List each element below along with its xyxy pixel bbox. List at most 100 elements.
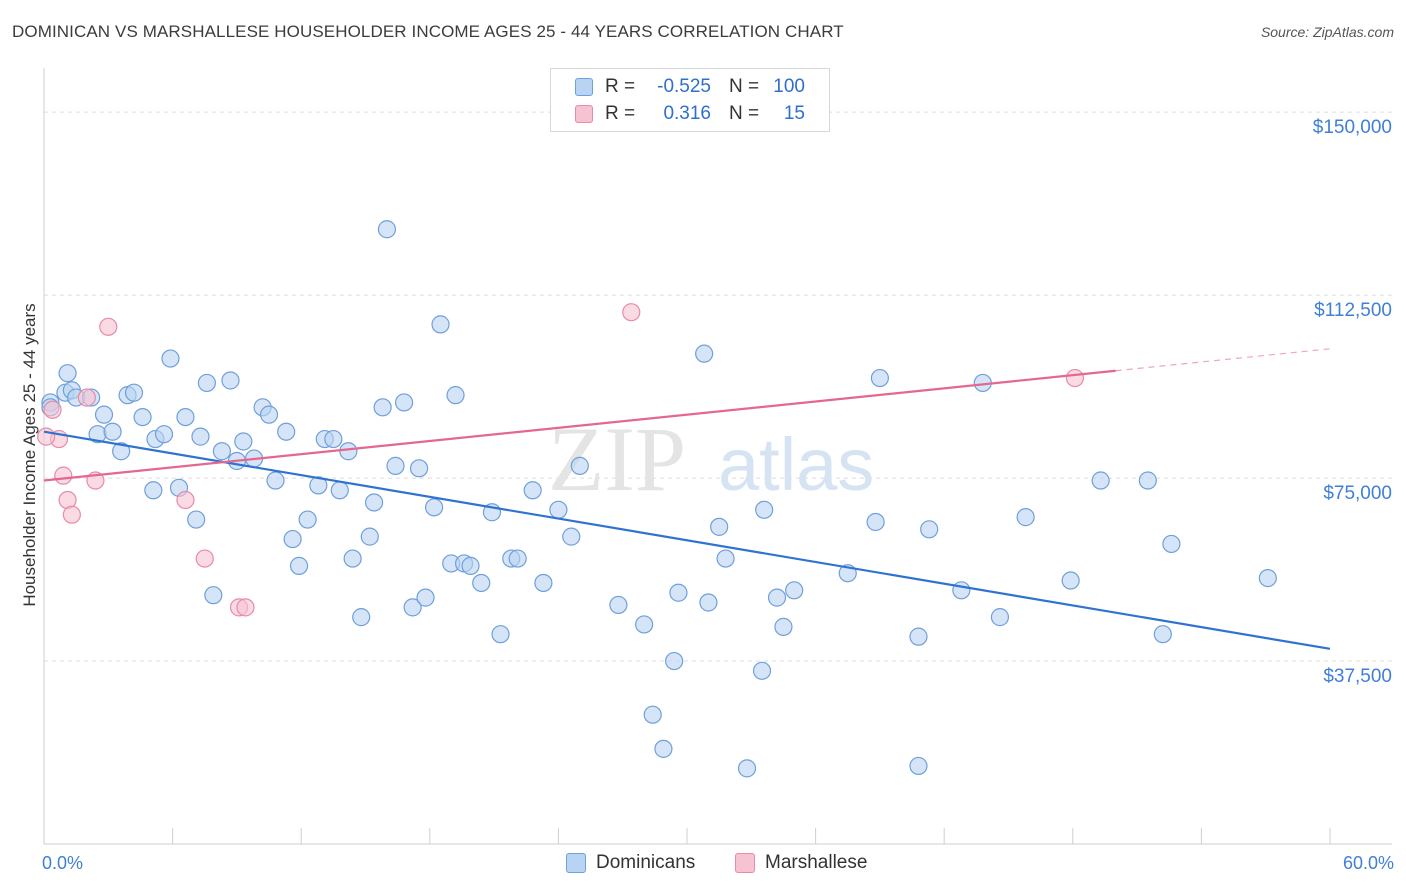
bottom-legend-dominicans: Dominicans <box>566 852 695 874</box>
dominican-point <box>204 586 223 605</box>
dominican-point <box>103 422 122 441</box>
dominican-point <box>1162 534 1181 554</box>
dominican-point <box>112 442 131 461</box>
y-tick-label: $112,500 <box>1314 300 1392 321</box>
dominican-point <box>386 456 405 475</box>
dominican-point <box>144 481 163 500</box>
x-tick-label: 60.0% <box>1343 853 1394 873</box>
legend-swatch-marshallese <box>575 105 593 123</box>
dominican-point <box>212 442 231 461</box>
marshallese-point <box>54 466 73 485</box>
marshallese-point <box>622 303 641 322</box>
dominican-point <box>58 364 77 383</box>
chart-title: DOMINICAN VS MARSHALLESE HOUSEHOLDER INC… <box>12 22 844 41</box>
dominican-point <box>191 427 210 446</box>
y-tick-label: $75,000 <box>1323 483 1392 504</box>
dominican-point <box>1258 568 1277 588</box>
dominican-point <box>176 407 195 427</box>
legend-r-label: R = <box>605 103 636 124</box>
bottom-legend-label-marshallese: Marshallese <box>765 852 868 873</box>
dominican-point <box>161 349 180 368</box>
dominican-point <box>755 500 774 519</box>
dominican-point <box>767 588 787 607</box>
marshallese-point <box>99 317 118 336</box>
dominican-point <box>870 368 890 388</box>
dominican-point <box>289 556 309 575</box>
dominican-point <box>373 398 392 417</box>
marshallese-point <box>236 598 255 617</box>
dominican-point <box>461 556 480 575</box>
dominican-point <box>1016 508 1035 527</box>
watermark: ZIP atlas <box>548 408 874 510</box>
dominican-point <box>234 432 253 451</box>
dominican-point <box>570 456 589 475</box>
legend-n-label: N = <box>729 103 760 124</box>
legend-swatch-dominicans <box>575 78 593 96</box>
dominican-point <box>1153 625 1172 644</box>
legend-r-label: R = <box>605 76 636 97</box>
dominicans-trend-line <box>43 430 1331 650</box>
marshallese-point <box>176 490 195 510</box>
dominican-point <box>523 481 542 500</box>
dominican-point <box>277 422 296 441</box>
dominican-point <box>424 498 444 517</box>
dominican-point <box>1091 471 1110 490</box>
dominican-point <box>562 527 581 546</box>
dominican-point <box>920 520 939 539</box>
dominican-point <box>654 739 673 758</box>
dominican-point <box>737 759 757 778</box>
dominican-point <box>403 598 422 617</box>
dominican-point <box>197 373 216 393</box>
dominican-point <box>343 549 362 568</box>
dominican-point <box>534 573 553 593</box>
dominican-point <box>360 527 379 546</box>
marshallese-point <box>1065 368 1085 388</box>
dominican-point <box>352 608 371 627</box>
dominican-point <box>752 661 772 680</box>
dominican-point <box>394 393 414 412</box>
dominican-point <box>1138 471 1157 490</box>
dominican-point <box>710 517 729 536</box>
marshallese-point <box>43 400 62 419</box>
x-tick-label: 0.0% <box>42 853 83 873</box>
axis-layer <box>43 68 1392 845</box>
dominican-point <box>377 220 397 239</box>
dominican-point <box>446 386 465 405</box>
dominican-point <box>774 617 793 636</box>
legend: R = -0.525 N = 100 R = 0.316 N = 15 <box>550 68 830 132</box>
source-label: Source: ZipAtlas.com <box>1260 24 1394 40</box>
marshallese-trend-line <box>43 369 1116 482</box>
dominican-point <box>909 756 928 776</box>
dominican-point <box>491 625 510 644</box>
dominican-point <box>154 425 174 444</box>
dominican-point <box>259 405 279 424</box>
legend-row-dominicans: R = -0.525 N = 100 <box>575 76 805 98</box>
marshallese-point <box>62 505 81 524</box>
legend-n-value-marshallese: 15 <box>783 103 805 124</box>
dominican-point <box>699 593 718 612</box>
dominican-point <box>309 476 328 495</box>
dominican-point <box>866 512 885 532</box>
dominican-point <box>785 581 804 600</box>
grid-layer <box>44 111 1392 662</box>
legend-r-value-dominicans: -0.525 <box>657 76 711 97</box>
dominican-point <box>669 583 688 602</box>
points-layer <box>37 220 1277 778</box>
dominican-point <box>549 500 568 519</box>
legend-n-value-dominicans: 100 <box>773 76 805 97</box>
dominican-point <box>124 383 144 402</box>
dominican-point <box>508 549 527 568</box>
dominican-point <box>909 627 928 646</box>
dominican-point <box>1061 571 1080 590</box>
marshallese-trend-extension <box>1115 348 1331 372</box>
dominican-point <box>339 442 358 461</box>
dominican-point <box>330 481 349 500</box>
legend-row-marshallese: R = 0.316 N = 15 <box>575 103 805 125</box>
dominican-point <box>609 595 628 615</box>
dominican-point <box>283 529 302 549</box>
bottom-legend-marshallese: Marshallese <box>735 852 867 874</box>
dominican-point <box>990 608 1010 627</box>
legend-n-label: N = <box>729 76 760 97</box>
dominican-point <box>695 344 714 363</box>
dominican-point <box>221 371 240 390</box>
